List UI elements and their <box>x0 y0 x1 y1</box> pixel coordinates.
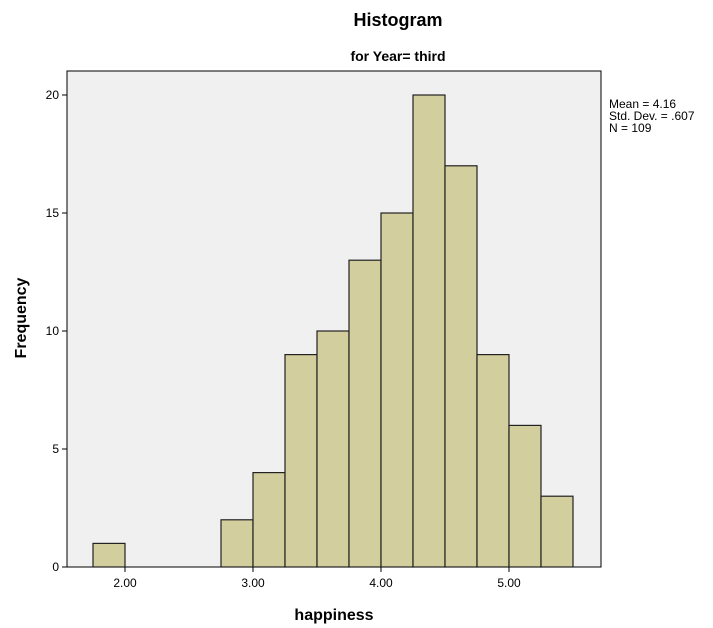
y-axis-ticks: 0 5 10 15 20 <box>46 88 67 574</box>
x-tick-label-0: 2.00 <box>113 576 137 590</box>
x-tick-label-1: 3.00 <box>241 576 265 590</box>
y-axis-label: Frequency <box>13 277 30 358</box>
histogram-bar-8 <box>444 165 478 568</box>
stat-line-1: Std. Dev. = .607 <box>609 109 695 123</box>
histogram-bar-0 <box>92 542 126 568</box>
y-tick-label-0: 0 <box>52 560 59 574</box>
x-axis-label: happiness <box>294 607 373 624</box>
histogram-bar-5 <box>348 259 382 568</box>
histogram-bar-9 <box>476 354 510 568</box>
histogram-bar-1 <box>220 519 254 568</box>
x-tick-label-3: 5.00 <box>497 576 521 590</box>
stat-line-2: N = 109 <box>609 121 652 135</box>
chart-title: Histogram <box>353 10 442 30</box>
histogram-bar-6 <box>380 212 414 568</box>
y-tick-label-2: 10 <box>46 324 60 338</box>
histogram-bar-10 <box>508 424 542 568</box>
chart-subtitle: for Year= third <box>350 48 445 64</box>
histogram-bars <box>92 94 574 568</box>
y-tick-label-4: 20 <box>46 88 60 102</box>
histogram-bar-11 <box>540 495 574 568</box>
stat-line-0: Mean = 4.16 <box>609 97 676 111</box>
histogram-bar-2 <box>252 472 286 568</box>
histogram-bar-3 <box>284 354 318 568</box>
x-tick-label-2: 4.00 <box>369 576 393 590</box>
histogram-bar-4 <box>316 330 350 568</box>
y-tick-label-1: 5 <box>52 442 59 456</box>
x-axis-ticks: 2.00 3.00 4.00 5.00 <box>113 567 521 590</box>
histogram-bar-7 <box>412 94 446 568</box>
y-tick-label-3: 15 <box>46 206 60 220</box>
